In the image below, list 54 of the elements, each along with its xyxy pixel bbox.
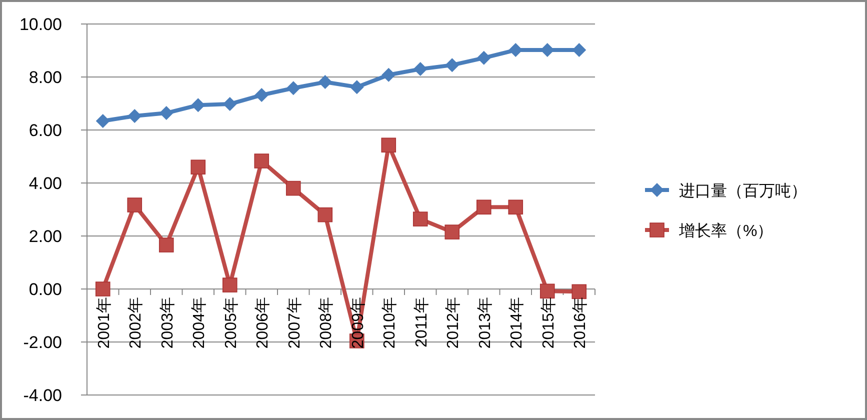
point	[572, 42, 586, 57]
x-tick-label: 2010年	[382, 297, 399, 349]
point	[318, 75, 332, 90]
legend-label: 增长率（%）	[678, 222, 774, 240]
y-tick-label: 2.00	[28, 227, 62, 246]
x-tick-label: 2014年	[508, 297, 526, 349]
x-tick-label: 2002年	[128, 297, 145, 349]
point	[508, 200, 524, 215]
y-tick-label: -2.00	[23, 333, 62, 352]
point	[128, 108, 142, 123]
y-tick-label: 6.00	[28, 121, 62, 140]
point	[127, 198, 142, 212]
x-tick-label: 2001年	[96, 297, 113, 349]
point	[412, 212, 428, 226]
point	[191, 98, 206, 112]
y-tick-label: 0.00	[28, 280, 62, 299]
y-tick-label: -4.00	[23, 386, 62, 405]
point	[254, 88, 269, 102]
point	[444, 224, 460, 240]
point	[318, 207, 333, 222]
point	[540, 284, 555, 299]
point	[445, 58, 460, 72]
point	[286, 180, 301, 196]
x-tick-label: 2007年	[286, 297, 304, 349]
x-tick-label: 2011年	[413, 297, 430, 348]
point	[476, 200, 492, 215]
x-tick-label: 2008年	[318, 297, 336, 349]
y-tick-label: 10.00	[19, 15, 62, 34]
x-tick-label: 2012年	[445, 297, 462, 349]
x-tick-label: 2015年	[540, 297, 558, 349]
x-tick-label: 2009年	[350, 297, 367, 349]
point	[413, 62, 428, 76]
y-tick-label: 4.00	[28, 174, 62, 193]
point	[222, 97, 237, 112]
point	[350, 80, 364, 94]
point	[95, 282, 110, 296]
point	[159, 106, 174, 120]
point	[381, 138, 396, 153]
point	[222, 278, 238, 292]
point	[286, 81, 300, 96]
point	[254, 154, 270, 168]
point	[382, 68, 396, 82]
x-tick-label: 2003年	[159, 297, 176, 349]
point	[96, 114, 110, 128]
x-tick-label: 2006年	[254, 297, 272, 349]
x-tick-label: 2004年	[191, 297, 208, 349]
y-tick-label: 8.00	[28, 68, 62, 87]
legend-label: 进口量（百万吨）	[679, 182, 807, 200]
x-tick-label: 2005年	[222, 297, 240, 349]
point	[158, 238, 174, 252]
x-tick-label: 2013年	[476, 297, 494, 349]
x-tick-label: 2016年	[572, 297, 590, 349]
point	[476, 50, 491, 65]
point	[190, 160, 206, 174]
